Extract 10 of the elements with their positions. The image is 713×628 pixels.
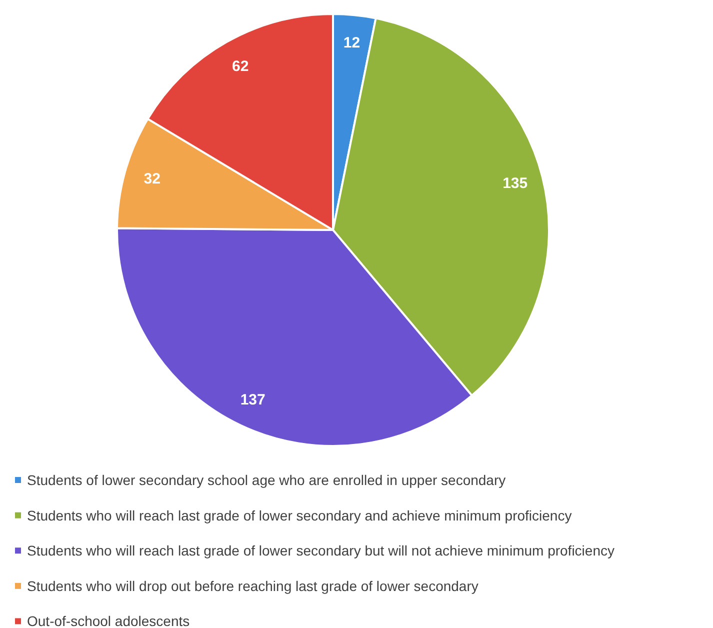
data-label: 137 (240, 391, 266, 408)
data-label: 135 (502, 175, 528, 192)
data-label: 32 (144, 170, 160, 188)
legend-label: Students of lower secondary school age who are enrolled in upper secondary (27, 472, 506, 488)
data-label: 12 (343, 34, 360, 52)
legend-label: Students who will reach last grade of lower secondary and achieve minimum proficiency (27, 507, 572, 524)
data-label: 62 (232, 58, 249, 75)
legend-label: Students who will reach last grade of lower secondary but will not achieve minimum proficiency (27, 542, 614, 559)
legend-label: Students who will drop out before reaching last grade of lower secondary (27, 578, 478, 594)
legend-label: Out-of-school adolescents (27, 613, 190, 628)
